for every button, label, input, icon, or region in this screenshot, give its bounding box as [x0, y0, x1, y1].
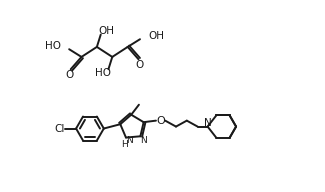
Text: OH: OH [98, 26, 114, 36]
Text: N: N [140, 136, 147, 145]
Text: HO: HO [45, 41, 61, 51]
Text: N: N [204, 118, 212, 128]
Text: Cl: Cl [54, 123, 64, 133]
Text: O: O [66, 70, 74, 80]
Text: OH: OH [149, 31, 164, 41]
Text: O: O [135, 60, 143, 70]
Text: HO: HO [95, 68, 111, 78]
Text: N: N [126, 136, 132, 145]
Text: H: H [121, 140, 128, 149]
Text: O: O [156, 116, 165, 126]
